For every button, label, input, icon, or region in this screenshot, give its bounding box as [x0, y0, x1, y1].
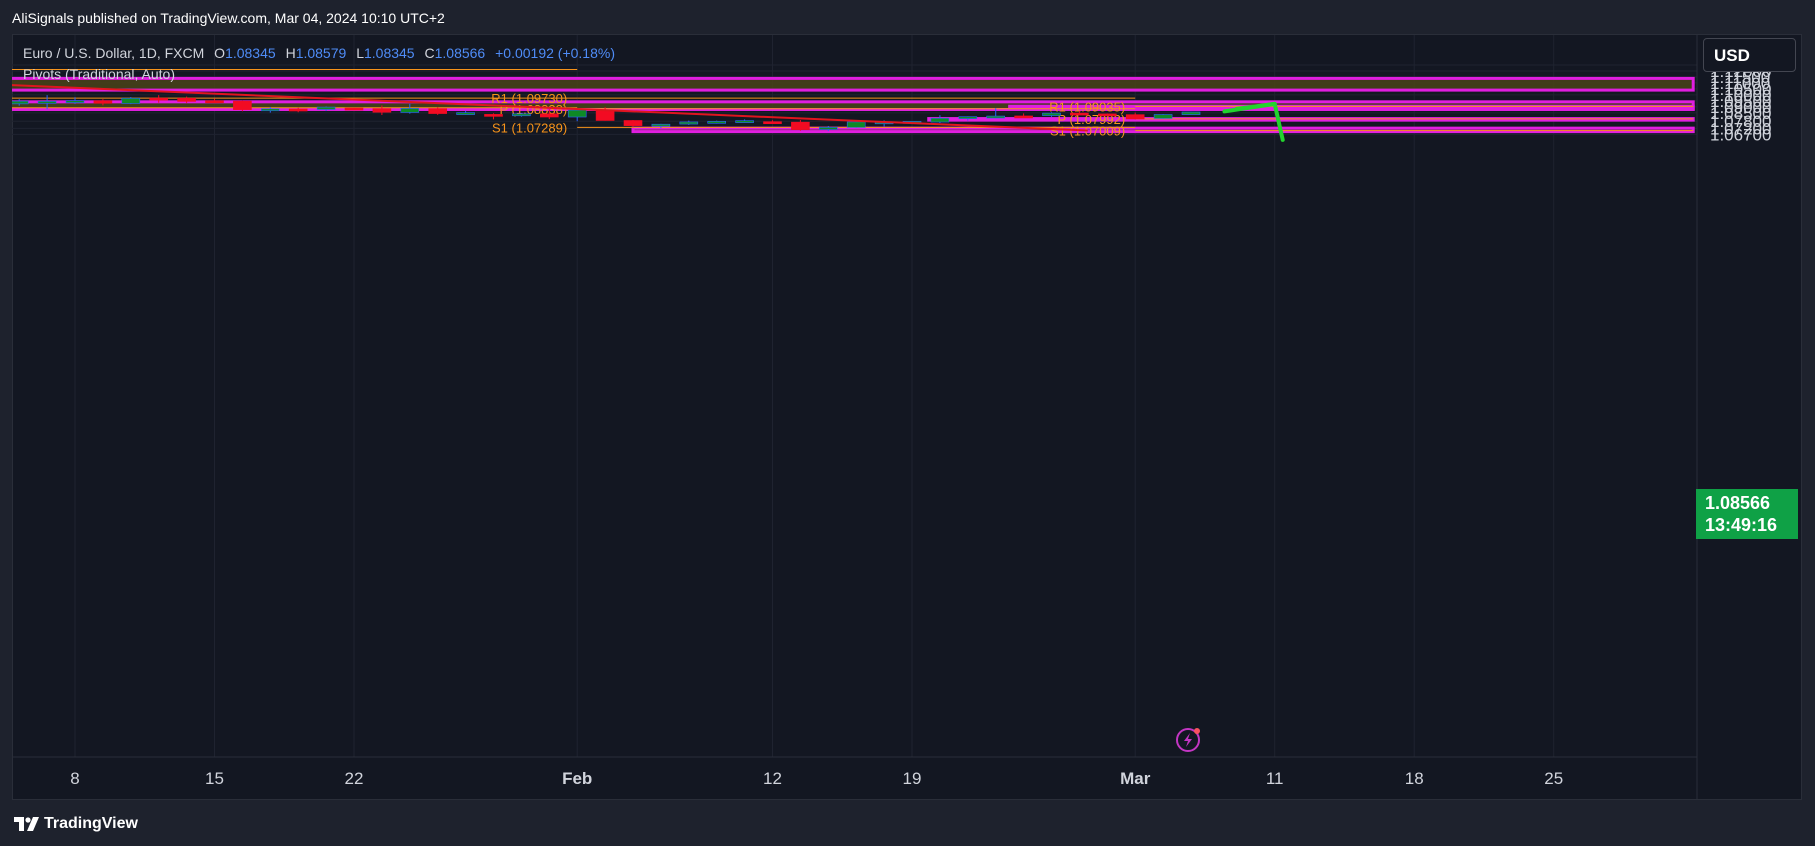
high-value: 1.08579 [295, 45, 347, 61]
candle-body[interactable] [372, 108, 392, 113]
time-tick-label: 25 [1544, 769, 1563, 788]
candle-body[interactable] [1153, 114, 1173, 119]
open-value: 1.08345 [225, 45, 276, 61]
event-marker-icon[interactable] [1176, 728, 1200, 752]
candle-body[interactable] [818, 127, 838, 130]
open-label: O [214, 45, 226, 61]
tradingview-logo[interactable]: TradingView [14, 815, 138, 833]
chart-frame[interactable] [12, 34, 1802, 800]
candle-body[interactable] [735, 120, 754, 123]
price-tick-label: 1.11000 [1710, 74, 1770, 93]
candle-body[interactable] [1125, 114, 1145, 120]
price-tick-label: 1.09500 [1710, 92, 1771, 111]
price-tick-label: 1.11500 [1710, 68, 1770, 87]
time-tick-label: 12 [763, 769, 782, 788]
pivot-label: R1 (1.09035) [1049, 99, 1125, 114]
candle-body[interactable] [539, 113, 559, 118]
last-price-tag: 1.08566 13:49:16 [1696, 489, 1798, 539]
candle-body[interactable] [763, 121, 782, 124]
event-lightning-icon [1184, 733, 1192, 747]
event-dot-icon [1194, 728, 1200, 734]
candle-body[interactable] [316, 106, 336, 110]
time-tick-label: 8 [70, 769, 79, 788]
candle-body[interactable] [651, 123, 671, 127]
candle-body[interactable] [846, 121, 866, 128]
price-tick-label: 1.06700 [1710, 125, 1771, 144]
candle-body[interactable] [679, 121, 699, 125]
candle-body[interactable] [233, 100, 252, 110]
candle-body[interactable] [205, 100, 224, 104]
time-tick-label: 22 [345, 769, 364, 788]
time-tick-label: Feb [562, 769, 592, 788]
bar-countdown: 13:49:16 [1705, 515, 1778, 535]
low-label: L [356, 45, 364, 61]
candle-body[interactable] [1098, 113, 1117, 117]
price-tick-label: 1.10500 [1710, 80, 1771, 99]
time-tick-label: 18 [1405, 769, 1424, 788]
time-tick-label: Mar [1120, 769, 1151, 788]
brand-name: TradingView [44, 815, 138, 832]
upper-zone[interactable] [0, 76, 1695, 92]
candle-body[interactable] [986, 115, 1006, 119]
lower-zone[interactable] [631, 126, 1695, 134]
candle-body[interactable] [512, 113, 531, 117]
plot-layer: R1 (1.09730)P (1.08838)S1 (1.07289)R1 (1… [0, 69, 1695, 142]
candle-body[interactable] [260, 108, 280, 112]
indicator-legend[interactable]: Pivots (Traditional, Auto) [23, 66, 175, 82]
candle-body[interactable] [930, 117, 950, 123]
pivot-label: S1 (1.07289) [492, 120, 567, 135]
candle-body[interactable] [456, 112, 475, 115]
candle-body[interactable] [791, 121, 810, 130]
candle-body[interactable] [65, 100, 85, 103]
price-tick-label: 1.07800 [1710, 112, 1771, 131]
last-price-value: 1.08566 [1705, 493, 1771, 513]
forecast-arrow-head[interactable] [1234, 101, 1285, 142]
candle-body[interactable] [707, 121, 727, 124]
time-tick-label: 15 [205, 769, 224, 788]
price-tick-label: 1.10000 [1710, 86, 1771, 105]
candle-body[interactable] [958, 116, 978, 119]
price-tick-label: 1.09000 [1710, 98, 1771, 117]
candle-body[interactable] [93, 100, 113, 104]
candle-body[interactable] [400, 108, 420, 113]
candle-body[interactable] [121, 97, 141, 104]
candle-body[interactable] [595, 109, 615, 121]
publisher-line: AliSignals published on TradingView.com,… [12, 10, 445, 26]
time-tick-label: 11 [1266, 769, 1284, 788]
price-tick-label: 1.07200 [1710, 119, 1771, 138]
price-tick-label: 1.08500 [1710, 104, 1771, 123]
candle-body[interactable] [37, 101, 57, 104]
candle-body[interactable] [484, 114, 503, 117]
close-label: C [424, 45, 435, 61]
high-label: H [285, 45, 296, 61]
candle-body[interactable] [1181, 111, 1201, 115]
candle-body[interactable] [1014, 115, 1033, 119]
candle-body[interactable] [10, 100, 29, 105]
time-tick-label: 19 [903, 769, 922, 788]
candle-body[interactable] [1042, 112, 1061, 116]
candle-body[interactable] [344, 107, 364, 111]
candle-body[interactable] [288, 108, 308, 112]
currency-button[interactable]: USD [1703, 38, 1796, 72]
low-value: 1.08345 [363, 45, 415, 61]
symbol-name[interactable]: Euro / U.S. Dollar, 1D, FXCM [23, 45, 205, 61]
trendline[interactable] [0, 84, 1088, 132]
candle-body[interactable] [149, 97, 168, 101]
symbol-legend[interactable]: Euro / U.S. Dollar, 1D, FXCM O1.08345 H1… [23, 45, 615, 61]
candle-body[interactable] [177, 97, 196, 102]
candle-body[interactable] [567, 109, 587, 118]
close-value: 1.08566 [434, 45, 486, 61]
tradingview-logo-icon [14, 817, 39, 831]
change-value: +0.00192 (+0.18%) [495, 45, 615, 61]
candle-body[interactable] [428, 108, 448, 114]
pivot-label: R1 (1.09730) [491, 91, 567, 106]
candle-body[interactable] [1070, 112, 1089, 116]
candle-body[interactable] [623, 120, 643, 126]
